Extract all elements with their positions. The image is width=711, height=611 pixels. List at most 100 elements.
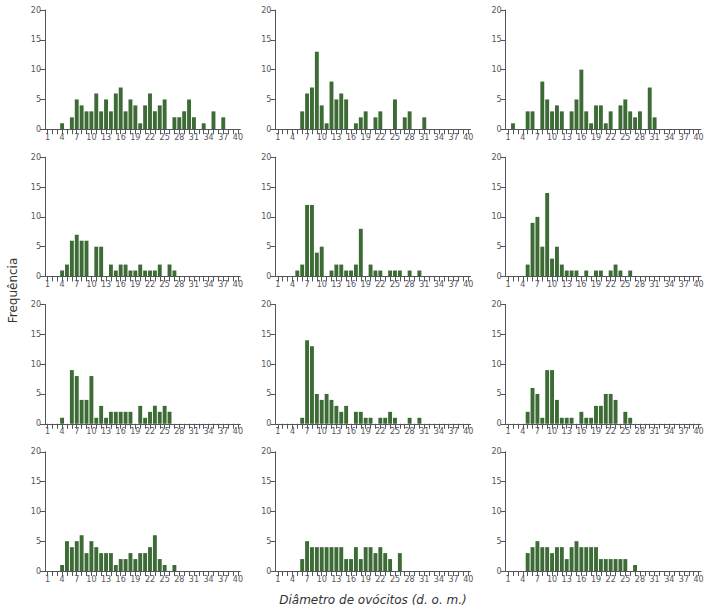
svg-text:31: 31: [650, 427, 660, 436]
svg-text:22: 22: [606, 427, 616, 436]
svg-text:31: 31: [189, 133, 199, 142]
svg-text:40: 40: [233, 575, 243, 584]
svg-text:37: 37: [679, 575, 689, 584]
svg-text:16: 16: [576, 427, 586, 436]
svg-text:20: 20: [261, 6, 271, 15]
svg-text:19: 19: [130, 427, 140, 436]
svg-text:34: 34: [434, 133, 444, 142]
svg-text:31: 31: [650, 133, 660, 142]
svg-text:0: 0: [497, 272, 502, 281]
svg-text:5: 5: [266, 95, 271, 104]
svg-text:0: 0: [266, 567, 271, 576]
svg-text:5: 5: [36, 242, 41, 251]
svg-text:10: 10: [491, 65, 501, 74]
svg-text:37: 37: [218, 280, 228, 289]
svg-text:20: 20: [261, 300, 271, 309]
svg-text:7: 7: [305, 427, 310, 436]
svg-text:37: 37: [679, 133, 689, 142]
svg-text:28: 28: [635, 280, 645, 289]
svg-text:16: 16: [346, 280, 356, 289]
svg-text:28: 28: [174, 280, 184, 289]
svg-text:25: 25: [160, 427, 170, 436]
svg-text:13: 13: [101, 133, 111, 142]
svg-text:7: 7: [305, 133, 310, 142]
svg-text:16: 16: [116, 280, 126, 289]
svg-text:15: 15: [31, 330, 41, 339]
svg-text:7: 7: [74, 427, 79, 436]
svg-text:25: 25: [390, 575, 400, 584]
svg-text:13: 13: [331, 280, 341, 289]
svg-text:1: 1: [506, 427, 511, 436]
svg-text:22: 22: [375, 280, 385, 289]
svg-text:7: 7: [535, 280, 540, 289]
svg-text:4: 4: [520, 427, 525, 436]
svg-text:40: 40: [463, 427, 473, 436]
svg-text:34: 34: [434, 427, 444, 436]
svg-text:1: 1: [275, 427, 280, 436]
svg-text:15: 15: [491, 477, 501, 486]
svg-text:1: 1: [45, 133, 50, 142]
svg-text:10: 10: [31, 65, 41, 74]
svg-text:7: 7: [535, 427, 540, 436]
svg-text:10: 10: [86, 427, 96, 436]
svg-text:19: 19: [361, 575, 371, 584]
svg-text:22: 22: [606, 575, 616, 584]
svg-text:37: 37: [218, 427, 228, 436]
svg-text:5: 5: [36, 95, 41, 104]
svg-text:7: 7: [535, 133, 540, 142]
svg-text:20: 20: [491, 6, 501, 15]
svg-text:28: 28: [635, 427, 645, 436]
svg-text:34: 34: [664, 133, 674, 142]
svg-text:37: 37: [679, 280, 689, 289]
svg-text:10: 10: [317, 575, 327, 584]
svg-text:10: 10: [261, 360, 271, 369]
svg-text:5: 5: [266, 389, 271, 398]
svg-text:1: 1: [506, 133, 511, 142]
svg-text:0: 0: [266, 125, 271, 134]
svg-text:40: 40: [233, 133, 243, 142]
svg-text:10: 10: [317, 427, 327, 436]
svg-text:10: 10: [86, 133, 96, 142]
svg-text:15: 15: [491, 330, 501, 339]
svg-text:4: 4: [60, 133, 65, 142]
svg-text:22: 22: [375, 133, 385, 142]
svg-text:31: 31: [189, 280, 199, 289]
svg-text:1: 1: [45, 280, 50, 289]
svg-text:10: 10: [547, 133, 557, 142]
svg-text:37: 37: [448, 427, 458, 436]
svg-text:28: 28: [635, 133, 645, 142]
svg-text:40: 40: [233, 427, 243, 436]
svg-text:25: 25: [390, 280, 400, 289]
svg-text:Frequência: Frequência: [6, 258, 20, 324]
svg-text:13: 13: [331, 575, 341, 584]
svg-text:1: 1: [506, 575, 511, 584]
svg-text:1: 1: [45, 575, 50, 584]
svg-text:10: 10: [31, 507, 41, 516]
svg-text:7: 7: [74, 133, 79, 142]
svg-text:19: 19: [591, 133, 601, 142]
svg-text:22: 22: [145, 133, 155, 142]
svg-text:13: 13: [331, 427, 341, 436]
svg-text:25: 25: [390, 133, 400, 142]
svg-text:19: 19: [591, 280, 601, 289]
svg-text:7: 7: [74, 280, 79, 289]
svg-text:25: 25: [160, 133, 170, 142]
svg-text:19: 19: [591, 427, 601, 436]
svg-text:15: 15: [31, 35, 41, 44]
svg-text:16: 16: [576, 280, 586, 289]
svg-text:13: 13: [562, 280, 572, 289]
svg-text:13: 13: [562, 575, 572, 584]
svg-text:31: 31: [419, 280, 429, 289]
svg-text:10: 10: [547, 280, 557, 289]
svg-text:10: 10: [261, 212, 271, 221]
svg-text:31: 31: [419, 575, 429, 584]
svg-text:34: 34: [664, 427, 674, 436]
svg-text:Diâmetro de ovócitos (d. o. m.: Diâmetro de ovócitos (d. o. m.): [279, 593, 467, 607]
svg-text:31: 31: [189, 575, 199, 584]
svg-text:20: 20: [261, 153, 271, 162]
svg-text:10: 10: [491, 507, 501, 516]
svg-text:15: 15: [31, 183, 41, 192]
svg-text:15: 15: [261, 477, 271, 486]
svg-text:4: 4: [290, 280, 295, 289]
svg-text:25: 25: [620, 133, 630, 142]
